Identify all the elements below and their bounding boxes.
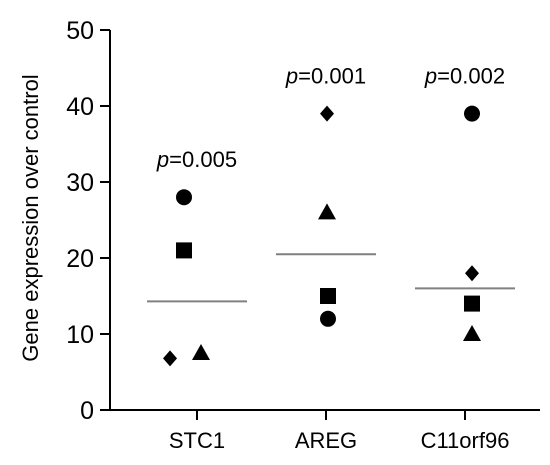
p-value-symbol-stc1: p: [156, 147, 169, 172]
p-value-symbol-areg: p: [285, 64, 298, 89]
x-tick-label-stc1: STC1: [169, 428, 225, 453]
p-value-stc1: p=0.005: [156, 147, 237, 172]
point-c11orf96-square: [464, 295, 480, 312]
y-tick-label-20: 20: [66, 245, 94, 273]
p-value-areg: p=0.001: [285, 64, 366, 89]
y-tick-label-30: 30: [66, 169, 94, 197]
x-tick-label-c11orf96: C11orf96: [421, 428, 510, 453]
p-value-symbol-c11orf96: p: [424, 64, 437, 89]
point-stc1-diamond: [163, 350, 177, 367]
y-tick-label-40: 40: [66, 93, 94, 121]
point-c11orf96-circle: [464, 105, 480, 122]
y-tick-label-0: 0: [80, 397, 94, 425]
point-areg-diamond: [320, 105, 334, 122]
p-value-number-c11orf96: =0.002: [437, 64, 505, 89]
y-tick-label-10: 10: [66, 321, 94, 349]
p-value-c11orf96: p=0.002: [424, 64, 505, 89]
p-value-number-stc1: =0.005: [169, 147, 237, 172]
y-axis-title: Gene expression over control: [18, 74, 43, 361]
point-stc1-square: [176, 242, 192, 259]
x-tick-label-areg: AREG: [295, 428, 357, 453]
point-c11orf96-diamond: [465, 265, 479, 282]
p-value-number-areg: =0.001: [298, 64, 366, 89]
point-c11orf96-triangle: [463, 325, 481, 341]
axes: 0 10 20 30 40 50 STC1 AREG C11orf96: [66, 17, 540, 453]
point-areg-triangle: [318, 203, 336, 220]
point-stc1-circle: [176, 189, 192, 206]
point-stc1-triangle: [192, 344, 210, 360]
point-areg-circle: [320, 310, 336, 327]
point-areg-square: [320, 288, 336, 304]
y-tick-label-50: 50: [66, 17, 94, 45]
